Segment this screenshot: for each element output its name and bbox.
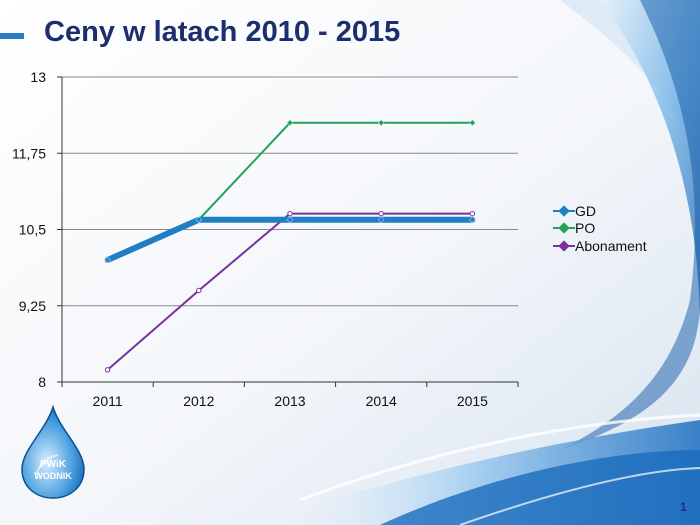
data-point-gd	[286, 216, 294, 224]
y-tick-label: 11,75	[12, 145, 46, 161]
legend-label-abonament: Abonament	[575, 237, 647, 254]
data-point-abonament	[104, 367, 111, 373]
data-point-abonament	[287, 210, 293, 217]
data-point-gd	[469, 216, 476, 224]
legend-item-po: PO	[553, 220, 647, 238]
series-line-gd	[104, 216, 476, 263]
legend-marker-abonament	[553, 240, 575, 252]
x-tick-label: 2012	[183, 393, 214, 409]
y-axis-ticks: 8 9,25 10,5 11,75 13	[12, 69, 46, 390]
y-tick-label: 8	[38, 374, 46, 390]
chart-axes	[57, 76, 519, 387]
legend-item-abonament: Abonament	[553, 237, 647, 255]
x-axis-ticks: 2011 2012 2013 2014 2015	[93, 393, 489, 409]
legend-marker-gd	[553, 205, 575, 217]
data-point-po	[286, 119, 294, 127]
logo-text-line2: WODNIK	[34, 471, 72, 481]
y-tick-label: 10,5	[19, 222, 46, 238]
y-tick-label: 13	[30, 69, 46, 85]
x-tick-label: 2015	[457, 393, 488, 409]
x-tick-label: 2014	[366, 393, 397, 409]
data-point-gd	[377, 216, 385, 224]
legend-label-po: PO	[575, 220, 596, 237]
data-point-po	[469, 119, 476, 127]
data-point-abonament	[196, 287, 202, 294]
data-point-gd	[195, 216, 203, 224]
x-tick-label: 2011	[93, 393, 123, 409]
company-logo: PWiK WODNIK	[21, 405, 85, 499]
legend-label-gd: GD	[575, 202, 596, 219]
chart-legend: GD PO Abonament	[553, 202, 647, 255]
logo-text-line1: PWiK	[40, 459, 67, 470]
chart-series	[104, 119, 476, 373]
data-point-po	[377, 119, 385, 127]
title-accent-bar	[0, 33, 24, 39]
data-point-gd	[104, 256, 111, 264]
data-point-abonament	[469, 210, 476, 217]
data-point-abonament	[378, 210, 384, 217]
slide-title: Ceny w latach 2010 - 2015	[44, 16, 401, 48]
legend-marker-po	[553, 222, 575, 234]
x-tick-label: 2013	[274, 393, 305, 409]
page-number: 1	[680, 500, 687, 514]
series-line-po	[106, 121, 474, 261]
y-tick-label: 9,25	[19, 298, 46, 314]
legend-item-gd: GD	[553, 202, 647, 220]
